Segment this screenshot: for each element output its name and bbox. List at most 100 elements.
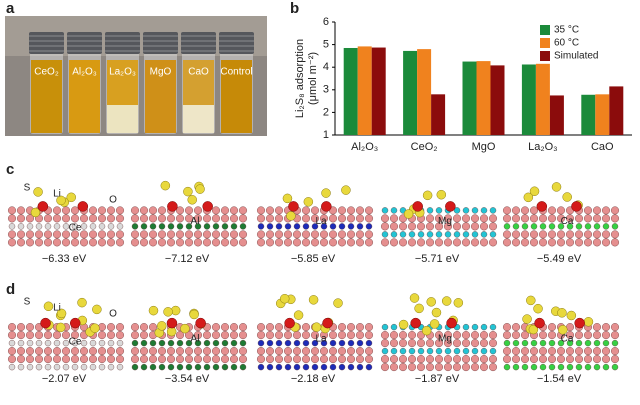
substrate-atom bbox=[71, 223, 79, 230]
vial-sediment bbox=[31, 105, 62, 133]
lithium-atom bbox=[167, 201, 178, 212]
substrate-atom bbox=[220, 331, 229, 340]
substrate-atom bbox=[266, 223, 274, 230]
substrate-atom bbox=[211, 214, 220, 223]
substrate-atom bbox=[106, 206, 115, 215]
substrate-atom bbox=[293, 347, 302, 356]
substrate-atom bbox=[347, 339, 355, 347]
substrate-atom bbox=[140, 363, 148, 371]
substrate-atom bbox=[593, 331, 602, 340]
substrate-atom bbox=[35, 230, 44, 239]
vial-sediment bbox=[145, 105, 176, 133]
substrate-atom bbox=[158, 363, 166, 371]
vial-sediment bbox=[221, 105, 252, 133]
substrate-atom bbox=[566, 238, 575, 247]
substrate-atom bbox=[212, 363, 220, 371]
substrate-atom bbox=[548, 331, 557, 340]
substrate-atom bbox=[158, 339, 166, 347]
substrate-atom bbox=[71, 339, 79, 347]
substrate-atom bbox=[471, 355, 480, 364]
substrate-atom bbox=[293, 339, 301, 347]
substrate-atom bbox=[521, 214, 530, 223]
substrate-atom bbox=[176, 339, 184, 347]
substrate-atom bbox=[408, 231, 416, 238]
substrate-atom bbox=[399, 363, 408, 372]
substrate-atom bbox=[284, 347, 293, 356]
substrate-atom bbox=[17, 230, 26, 239]
substrate-atom bbox=[311, 214, 320, 223]
substrate-atom bbox=[230, 223, 238, 230]
substrate-atom bbox=[611, 339, 619, 347]
sulfur-atom bbox=[187, 195, 197, 205]
substrate-atom bbox=[97, 238, 106, 247]
legend-label: 35 °C bbox=[554, 25, 579, 36]
sulfur-atom bbox=[303, 197, 314, 207]
substrate-atom bbox=[275, 347, 284, 356]
substrate-atom bbox=[106, 214, 115, 223]
substrate-atom bbox=[202, 355, 211, 364]
substrate-atom bbox=[107, 363, 115, 371]
lithium-atom bbox=[40, 317, 51, 329]
substrate-atom bbox=[435, 347, 443, 355]
energy-label: −1.54 eV bbox=[537, 373, 582, 385]
lithium-atom bbox=[446, 317, 457, 329]
substrate-atom bbox=[408, 363, 417, 372]
substrate-atom bbox=[106, 230, 115, 239]
substrate-atom bbox=[417, 347, 425, 355]
sulfur-atom bbox=[163, 307, 173, 317]
substrate-atom bbox=[530, 238, 539, 247]
substrate-atom bbox=[453, 214, 462, 223]
energy-label: −1.87 eV bbox=[415, 373, 460, 385]
substrate-atom bbox=[548, 339, 556, 347]
substrate-atom bbox=[8, 223, 16, 230]
substrate-atom bbox=[62, 238, 71, 247]
substrate-atom bbox=[220, 347, 229, 356]
substrate-atom bbox=[521, 206, 530, 215]
substrate-atom bbox=[139, 355, 148, 364]
substrate-atom bbox=[311, 363, 319, 371]
substrate-atom bbox=[329, 238, 338, 247]
substrate-atom bbox=[89, 223, 97, 230]
substrate-atom bbox=[381, 331, 390, 340]
substrate-atom bbox=[8, 363, 16, 371]
substrate-atom bbox=[356, 206, 365, 215]
bar bbox=[595, 94, 610, 135]
substrate-atom bbox=[17, 347, 26, 356]
substrate-atom bbox=[157, 214, 166, 223]
substrate-atom bbox=[266, 363, 274, 371]
sulfur-atom bbox=[429, 319, 440, 329]
substrate-atom bbox=[408, 238, 417, 247]
substrate-atom bbox=[602, 214, 611, 223]
substrate-atom bbox=[453, 339, 462, 348]
substrate-atom bbox=[17, 223, 25, 230]
substrate-atom bbox=[503, 355, 512, 364]
substrate-atom bbox=[611, 331, 620, 340]
substrate-atom bbox=[329, 363, 337, 371]
substrate-atom bbox=[489, 323, 497, 331]
vial-cap bbox=[67, 32, 102, 54]
substrate-atom bbox=[53, 223, 61, 230]
x-tick-label: La₂O₃ bbox=[528, 141, 558, 153]
substrate-atom bbox=[444, 363, 453, 372]
substrate-atom bbox=[417, 355, 426, 364]
substrate-atom bbox=[229, 230, 238, 239]
substrate-atom bbox=[471, 238, 480, 247]
substrate-atom bbox=[80, 223, 88, 230]
substrate-atom bbox=[88, 230, 97, 239]
substrate-atom bbox=[584, 339, 592, 347]
vial-cap bbox=[29, 32, 64, 54]
substrate-atom bbox=[575, 355, 584, 364]
legend-label: Simulated bbox=[554, 51, 598, 62]
substrate-atom bbox=[257, 339, 265, 347]
substrate-atom bbox=[390, 222, 399, 231]
substrate-atom bbox=[347, 331, 356, 340]
substrate-atom bbox=[284, 230, 293, 239]
substrate-atom bbox=[257, 206, 266, 215]
substrate-atom bbox=[17, 339, 25, 347]
substrate-atom bbox=[284, 331, 293, 340]
substrate-atom bbox=[7, 347, 16, 356]
atom-label: Ce bbox=[69, 223, 82, 234]
substrate-atom bbox=[7, 331, 16, 340]
substrate-atom bbox=[593, 323, 602, 332]
substrate-atom bbox=[356, 347, 365, 356]
